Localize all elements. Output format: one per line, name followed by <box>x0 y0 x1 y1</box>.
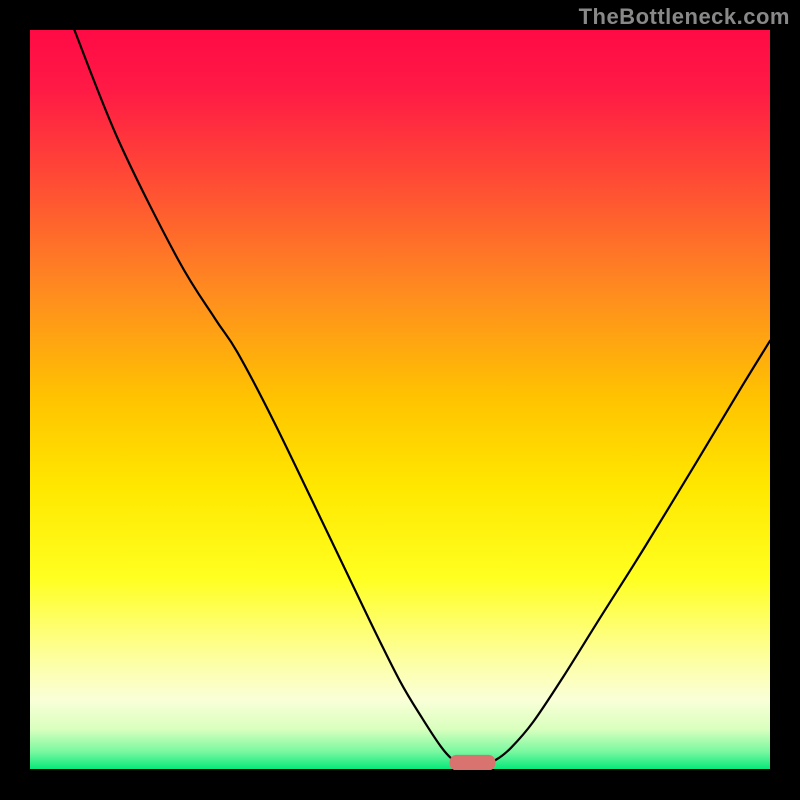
chart-frame: TheBottleneck.com <box>0 0 800 800</box>
gradient-background <box>30 30 770 770</box>
plot-area <box>30 30 770 770</box>
optimal-marker <box>450 755 496 770</box>
chart-svg <box>30 30 770 770</box>
watermark-text: TheBottleneck.com <box>579 4 790 30</box>
